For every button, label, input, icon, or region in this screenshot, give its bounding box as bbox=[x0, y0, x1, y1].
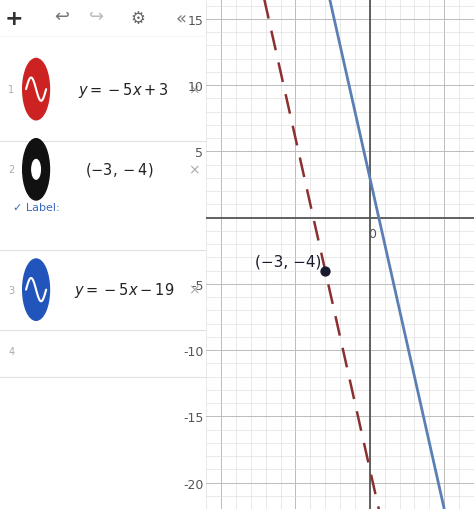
Text: ⚙: ⚙ bbox=[131, 10, 146, 28]
Text: +: + bbox=[5, 9, 24, 29]
Circle shape bbox=[23, 60, 49, 121]
Text: 0: 0 bbox=[368, 228, 376, 240]
Text: ↩: ↩ bbox=[55, 8, 69, 26]
Text: 2: 2 bbox=[8, 165, 15, 175]
Point bbox=[321, 267, 329, 275]
Circle shape bbox=[23, 139, 49, 201]
Text: $y=-5x-19$: $y=-5x-19$ bbox=[73, 280, 174, 300]
Circle shape bbox=[32, 160, 40, 180]
Text: 1: 1 bbox=[8, 85, 14, 95]
Circle shape bbox=[23, 260, 49, 321]
Text: 4: 4 bbox=[8, 346, 14, 356]
Text: «: « bbox=[176, 10, 187, 28]
Text: ✓ Label:: ✓ Label: bbox=[13, 203, 59, 213]
Text: (−3, −4): (−3, −4) bbox=[255, 254, 321, 269]
Text: $y=-5x+3$: $y=-5x+3$ bbox=[78, 80, 169, 99]
Text: ×: × bbox=[188, 163, 200, 177]
Text: ×: × bbox=[188, 83, 200, 97]
Text: ×: × bbox=[188, 283, 200, 297]
Text: 3: 3 bbox=[8, 285, 14, 295]
Text: $(-3,-4)$: $(-3,-4)$ bbox=[85, 161, 154, 179]
Text: ↪: ↪ bbox=[89, 8, 104, 26]
